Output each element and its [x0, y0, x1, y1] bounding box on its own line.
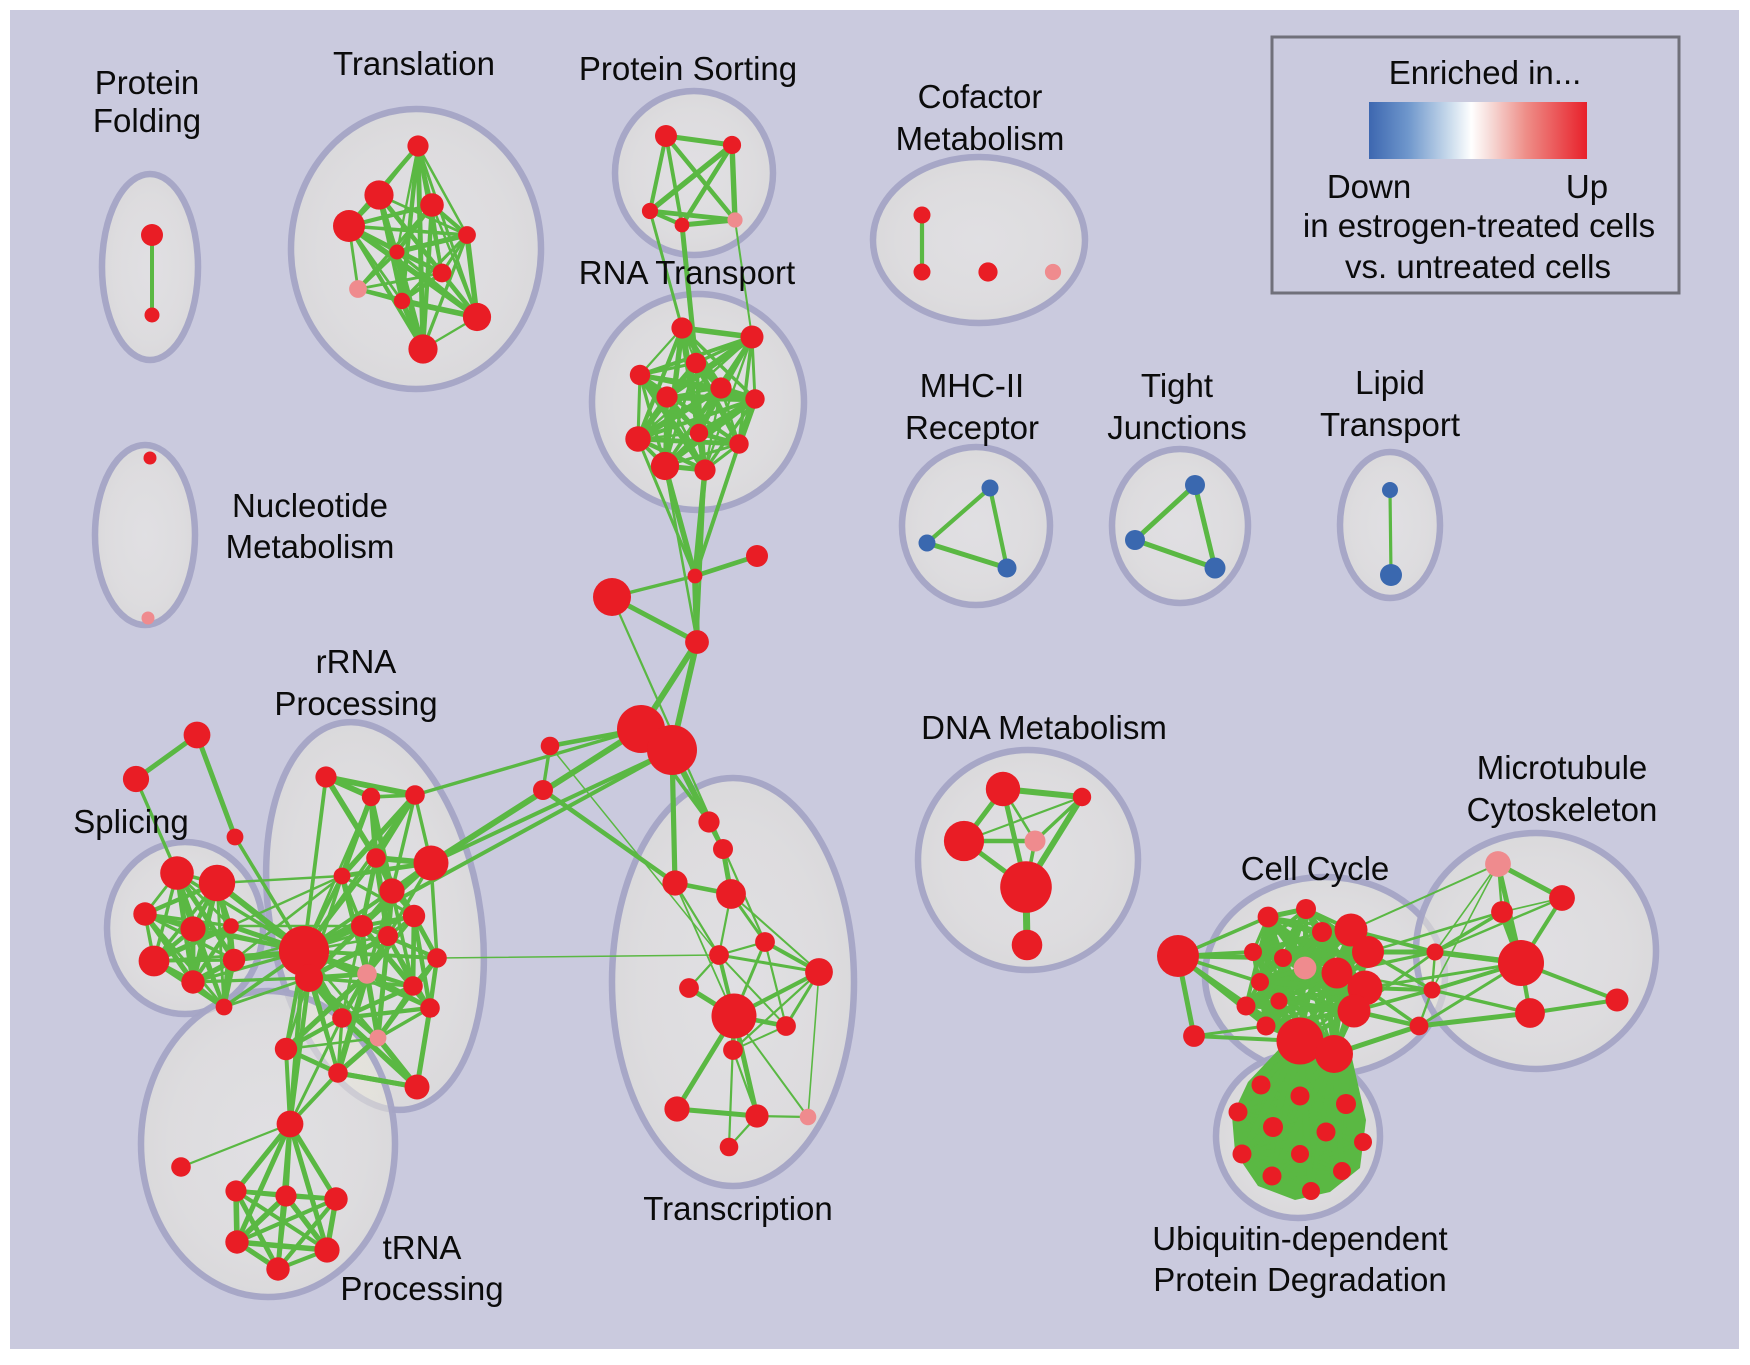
svg-text:Metabolism: Metabolism	[896, 120, 1065, 157]
svg-text:Nucleotide: Nucleotide	[232, 487, 388, 524]
svg-text:Translation: Translation	[333, 45, 495, 82]
svg-text:Junctions: Junctions	[1107, 409, 1246, 446]
svg-text:Receptor: Receptor	[905, 409, 1039, 446]
svg-text:tRNA: tRNA	[383, 1229, 462, 1266]
svg-text:Protein Sorting: Protein Sorting	[579, 50, 797, 87]
svg-text:Down: Down	[1327, 168, 1411, 205]
svg-text:vs. untreated cells: vs. untreated cells	[1345, 248, 1611, 285]
svg-text:Metabolism: Metabolism	[226, 528, 395, 565]
svg-text:rRNA: rRNA	[316, 643, 397, 680]
svg-text:Cofactor: Cofactor	[918, 78, 1043, 115]
svg-text:Ubiquitin-dependent: Ubiquitin-dependent	[1152, 1220, 1447, 1257]
svg-text:Cytoskeleton: Cytoskeleton	[1467, 791, 1658, 828]
svg-text:DNA Metabolism: DNA Metabolism	[921, 709, 1167, 746]
svg-text:Up: Up	[1566, 168, 1608, 205]
svg-text:Transport: Transport	[1320, 406, 1460, 443]
svg-text:Processing: Processing	[340, 1270, 503, 1307]
svg-text:Protein: Protein	[95, 64, 200, 101]
svg-text:Folding: Folding	[93, 102, 201, 139]
svg-text:Tight: Tight	[1141, 367, 1213, 404]
svg-text:Protein Degradation: Protein Degradation	[1153, 1261, 1447, 1298]
svg-text:Cell Cycle: Cell Cycle	[1241, 850, 1390, 887]
svg-text:Processing: Processing	[274, 685, 437, 722]
svg-text:Lipid: Lipid	[1355, 364, 1425, 401]
svg-text:Transcription: Transcription	[643, 1190, 833, 1227]
svg-text:MHC-II: MHC-II	[920, 367, 1024, 404]
svg-text:RNA Transport: RNA Transport	[579, 254, 795, 291]
svg-text:Splicing: Splicing	[73, 803, 189, 840]
svg-text:Enriched in...: Enriched in...	[1389, 54, 1582, 91]
svg-text:Microtubule: Microtubule	[1477, 749, 1648, 786]
svg-text:in estrogen-treated cells: in estrogen-treated cells	[1303, 207, 1655, 244]
